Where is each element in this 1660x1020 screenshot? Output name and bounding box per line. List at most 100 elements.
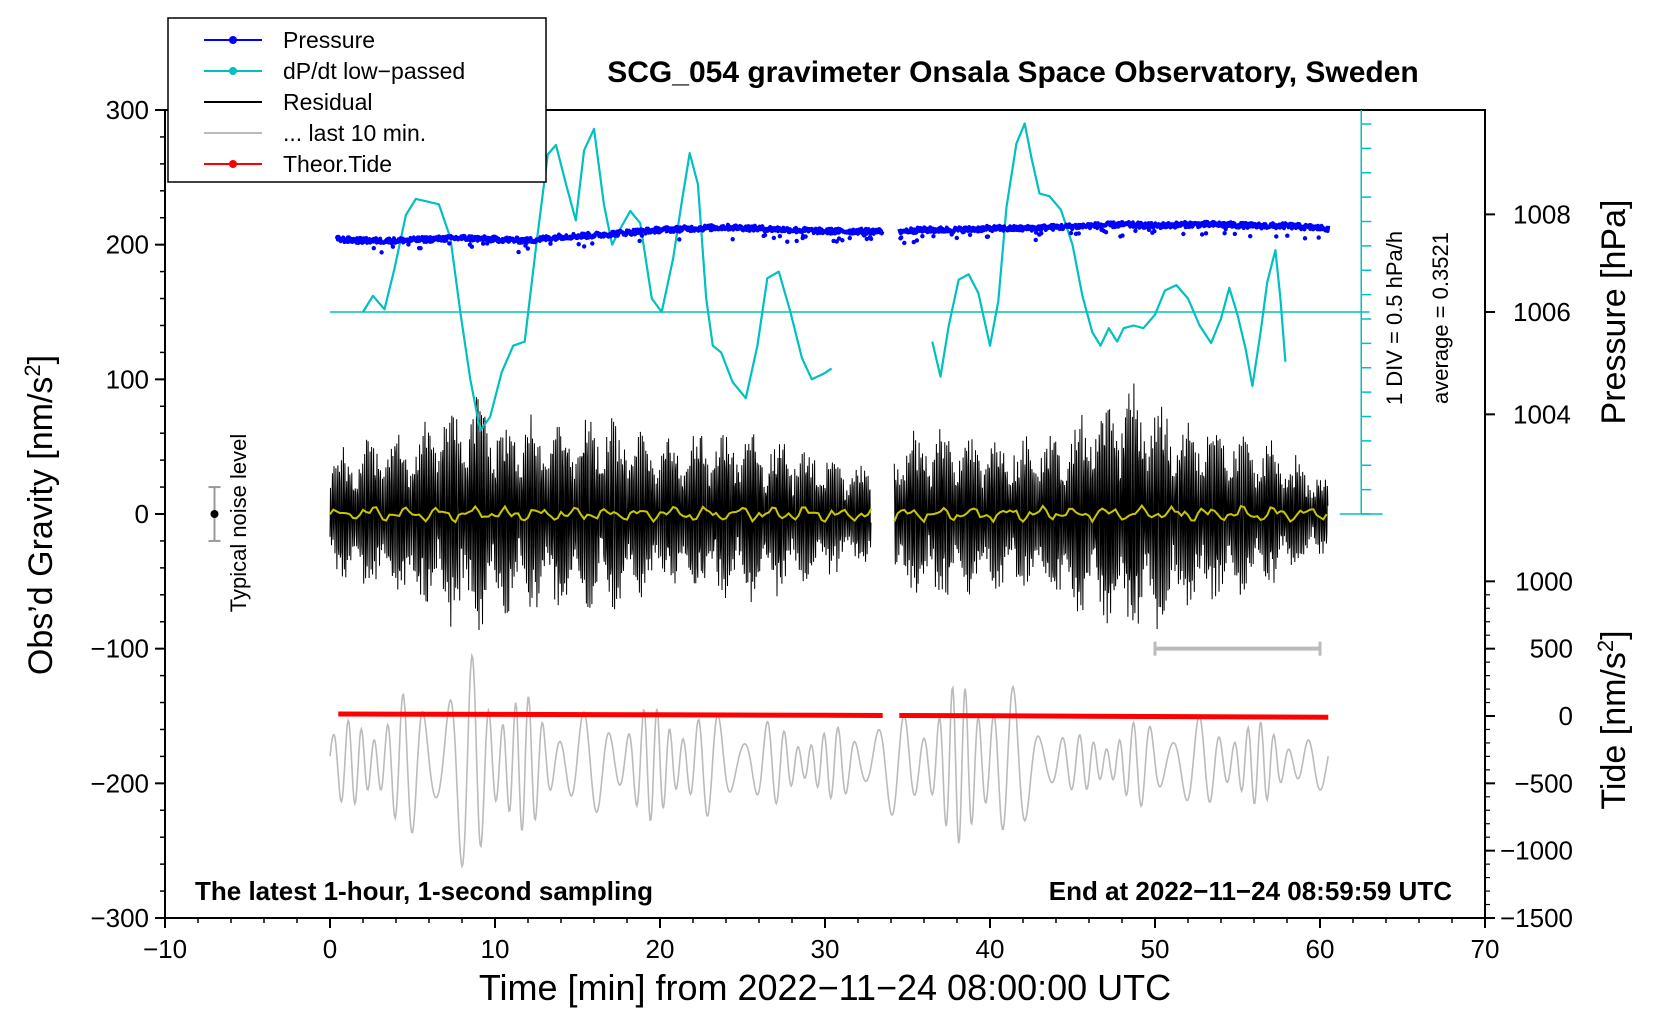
- pressure-outlier-point: [861, 233, 867, 238]
- pressure-outlier-point: [1033, 237, 1038, 243]
- y-tick-label: 100: [106, 364, 149, 394]
- pressure-outlier-point: [1181, 231, 1186, 237]
- pressure-outlier-point: [548, 241, 553, 246]
- annotation-bottom-left: The latest 1-hour, 1-second sampling: [195, 876, 653, 906]
- tide-tick-label: −500: [1514, 768, 1573, 798]
- pressure-outlier-point: [1150, 230, 1155, 235]
- pressure-outlier-point: [840, 238, 845, 243]
- legend-swatch-marker: [229, 36, 237, 44]
- pressure-trace: [334, 222, 885, 246]
- residual-trace: [893, 383, 1329, 630]
- y-axis-label-tide-sup: 2: [1593, 640, 1618, 652]
- pressure-outlier-point: [480, 241, 486, 246]
- chart-title: SCG_054 gravimeter Onsala Space Observat…: [607, 56, 1419, 89]
- pressure-outlier-point: [525, 246, 531, 251]
- legend-label: Pressure: [283, 27, 375, 53]
- pressure-outlier-point: [379, 250, 384, 255]
- pressure-outlier-point: [406, 242, 411, 247]
- div-label: 1 DIV = 0.5 hPa/h: [1382, 231, 1407, 405]
- legend-swatch-marker: [229, 160, 237, 168]
- legend-label: Theor.Tide: [283, 151, 392, 177]
- pressure-outlier-point: [949, 232, 954, 237]
- pressure-outlier-point: [469, 244, 475, 249]
- x-axis-label: Time [min] from 2022−11−24 08:00:00 UTC: [479, 967, 1171, 1008]
- pressure-outlier-point: [834, 239, 839, 244]
- pressure-outlier-point: [447, 241, 452, 246]
- pressure-outlier-point: [639, 233, 645, 238]
- pressure-tick-label: 1004: [1513, 399, 1571, 429]
- dpdt-trace: [931, 122, 1287, 388]
- pressure-outlier-point: [794, 238, 799, 244]
- pressure-outlier-point: [867, 234, 873, 240]
- annotation-bottom-right: End at 2022−11−24 08:59:59 UTC: [1049, 876, 1452, 906]
- pressure-outlier-point: [371, 245, 376, 251]
- y-axis-label-left: Obs’d Gravity [nm/s2]: [20, 355, 60, 675]
- pressure-outlier-point: [1103, 230, 1109, 235]
- pressure-outlier-point: [390, 244, 396, 249]
- pressure-outlier-point: [1199, 232, 1205, 237]
- residual-mean-trace: [329, 504, 873, 524]
- pressure-outlier-point: [1146, 227, 1152, 233]
- y-tick-label: −200: [90, 768, 149, 798]
- dpdt-trace: [362, 127, 833, 432]
- pressure-outlier-point: [637, 238, 642, 244]
- pressure-outlier-point: [985, 234, 991, 239]
- tide-tick-label: 500: [1530, 634, 1573, 664]
- y-axis-label-tide-main: Tide [nm/s: [1595, 652, 1633, 809]
- pressure-outlier-point: [590, 241, 595, 246]
- pressure-outlier-point: [677, 237, 682, 242]
- x-tick-label: 0: [323, 934, 337, 964]
- y-tick-label: 300: [106, 95, 149, 125]
- pressure-outlier-point: [920, 233, 925, 239]
- x-tick-label: 60: [1306, 934, 1335, 964]
- pressure-outlier-point: [902, 240, 907, 246]
- pressure-outlier-point: [1133, 228, 1138, 234]
- pressure-tick-label: 1006: [1513, 297, 1571, 327]
- legend-label: ... last 10 min.: [283, 120, 426, 146]
- x-tick-label: 50: [1141, 934, 1170, 964]
- pressure-outlier-point: [581, 244, 587, 249]
- pressure-outlier-point: [730, 237, 735, 242]
- y-axis-label-pressure: Pressure [hPa]: [1595, 200, 1633, 425]
- pressure-outlier-point: [931, 233, 936, 239]
- pressure-outlier-point: [1248, 233, 1253, 239]
- tide-trace: [338, 711, 883, 718]
- pressure-outlier-point: [523, 243, 528, 248]
- tide-tick-label: −1500: [1500, 903, 1573, 933]
- last10-trace: [329, 652, 1329, 869]
- x-tick-label: 20: [646, 934, 675, 964]
- pressure-outlier-point: [1302, 236, 1308, 241]
- y-axis-label-left-sup: 2: [20, 364, 45, 376]
- pressure-outlier-point: [898, 235, 904, 240]
- legend-label: Residual: [283, 89, 373, 115]
- series-layer: [208, 110, 1383, 869]
- pressure-tick-label: 1008: [1513, 199, 1571, 229]
- noise-bar-center-point: [210, 510, 219, 518]
- pressure-outlier-point: [967, 232, 973, 238]
- pressure-outlier-point: [1316, 235, 1321, 240]
- x-tick-label: 70: [1471, 934, 1500, 964]
- legend-swatch-marker: [229, 67, 237, 75]
- pressure-outlier-point: [803, 234, 808, 239]
- x-tick-label: 10: [481, 934, 510, 964]
- pressure-outlier-point: [914, 238, 920, 243]
- y-axis-label-left-close: ]: [22, 355, 60, 364]
- pressure-outlier-point: [516, 249, 521, 255]
- pressure-outlier-point: [1203, 231, 1209, 236]
- legend-box: [167, 17, 547, 183]
- tide-trace: [899, 713, 1329, 720]
- pressure-outlier-point: [1039, 231, 1044, 236]
- pressure-outlier-point: [771, 235, 777, 241]
- pressure-outlier-point: [1285, 233, 1290, 238]
- y-tick-label: 200: [106, 230, 149, 260]
- tide-tick-label: 0: [1559, 701, 1573, 731]
- tide-tick-label: −1000: [1500, 836, 1573, 866]
- tide-tick-label: 1000: [1515, 566, 1573, 596]
- pressure-outlier-point: [1232, 231, 1238, 237]
- pressure-outlier-point: [576, 241, 581, 247]
- pressure-outlier-point: [777, 234, 783, 239]
- noise-label: Typical noise level: [226, 434, 251, 613]
- pressure-outlier-point: [864, 236, 870, 242]
- pressure-outlier-point: [762, 232, 768, 238]
